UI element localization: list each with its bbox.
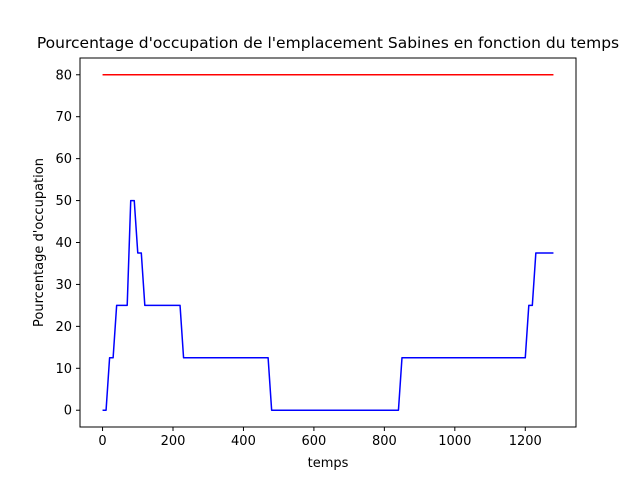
- x-axis-label: temps: [308, 456, 349, 471]
- x-tick-label: 600: [301, 434, 326, 449]
- y-tick-label: 40: [55, 236, 72, 251]
- y-axis-label: Pourcentage d'occupation: [32, 158, 47, 327]
- y-tick-label: 50: [55, 194, 72, 209]
- x-tick-label: 0: [98, 434, 106, 449]
- x-tick-label: 1200: [509, 434, 542, 449]
- chart-title: Pourcentage d'occupation de l'emplacemen…: [37, 34, 619, 52]
- x-tick-label: 800: [372, 434, 397, 449]
- x-tick-label: 1000: [438, 434, 471, 449]
- y-tick-label: 60: [55, 152, 72, 167]
- y-tick-label: 30: [55, 278, 72, 293]
- y-tick-label: 80: [55, 68, 72, 83]
- x-tick-label: 200: [161, 434, 186, 449]
- y-tick-label: 10: [55, 362, 72, 377]
- y-tick-label: 20: [55, 320, 72, 335]
- x-axis: 0 200 400 600 800 1000 1200: [98, 427, 542, 449]
- y-tick-label: 0: [64, 404, 72, 419]
- plot-area: [102, 74, 554, 411]
- x-tick-label: 400: [231, 434, 256, 449]
- y-axis: 0 10 20 30 40 50 60 70 80: [55, 68, 80, 419]
- series-line-1: [102, 199, 554, 411]
- y-tick-label: 70: [55, 110, 72, 125]
